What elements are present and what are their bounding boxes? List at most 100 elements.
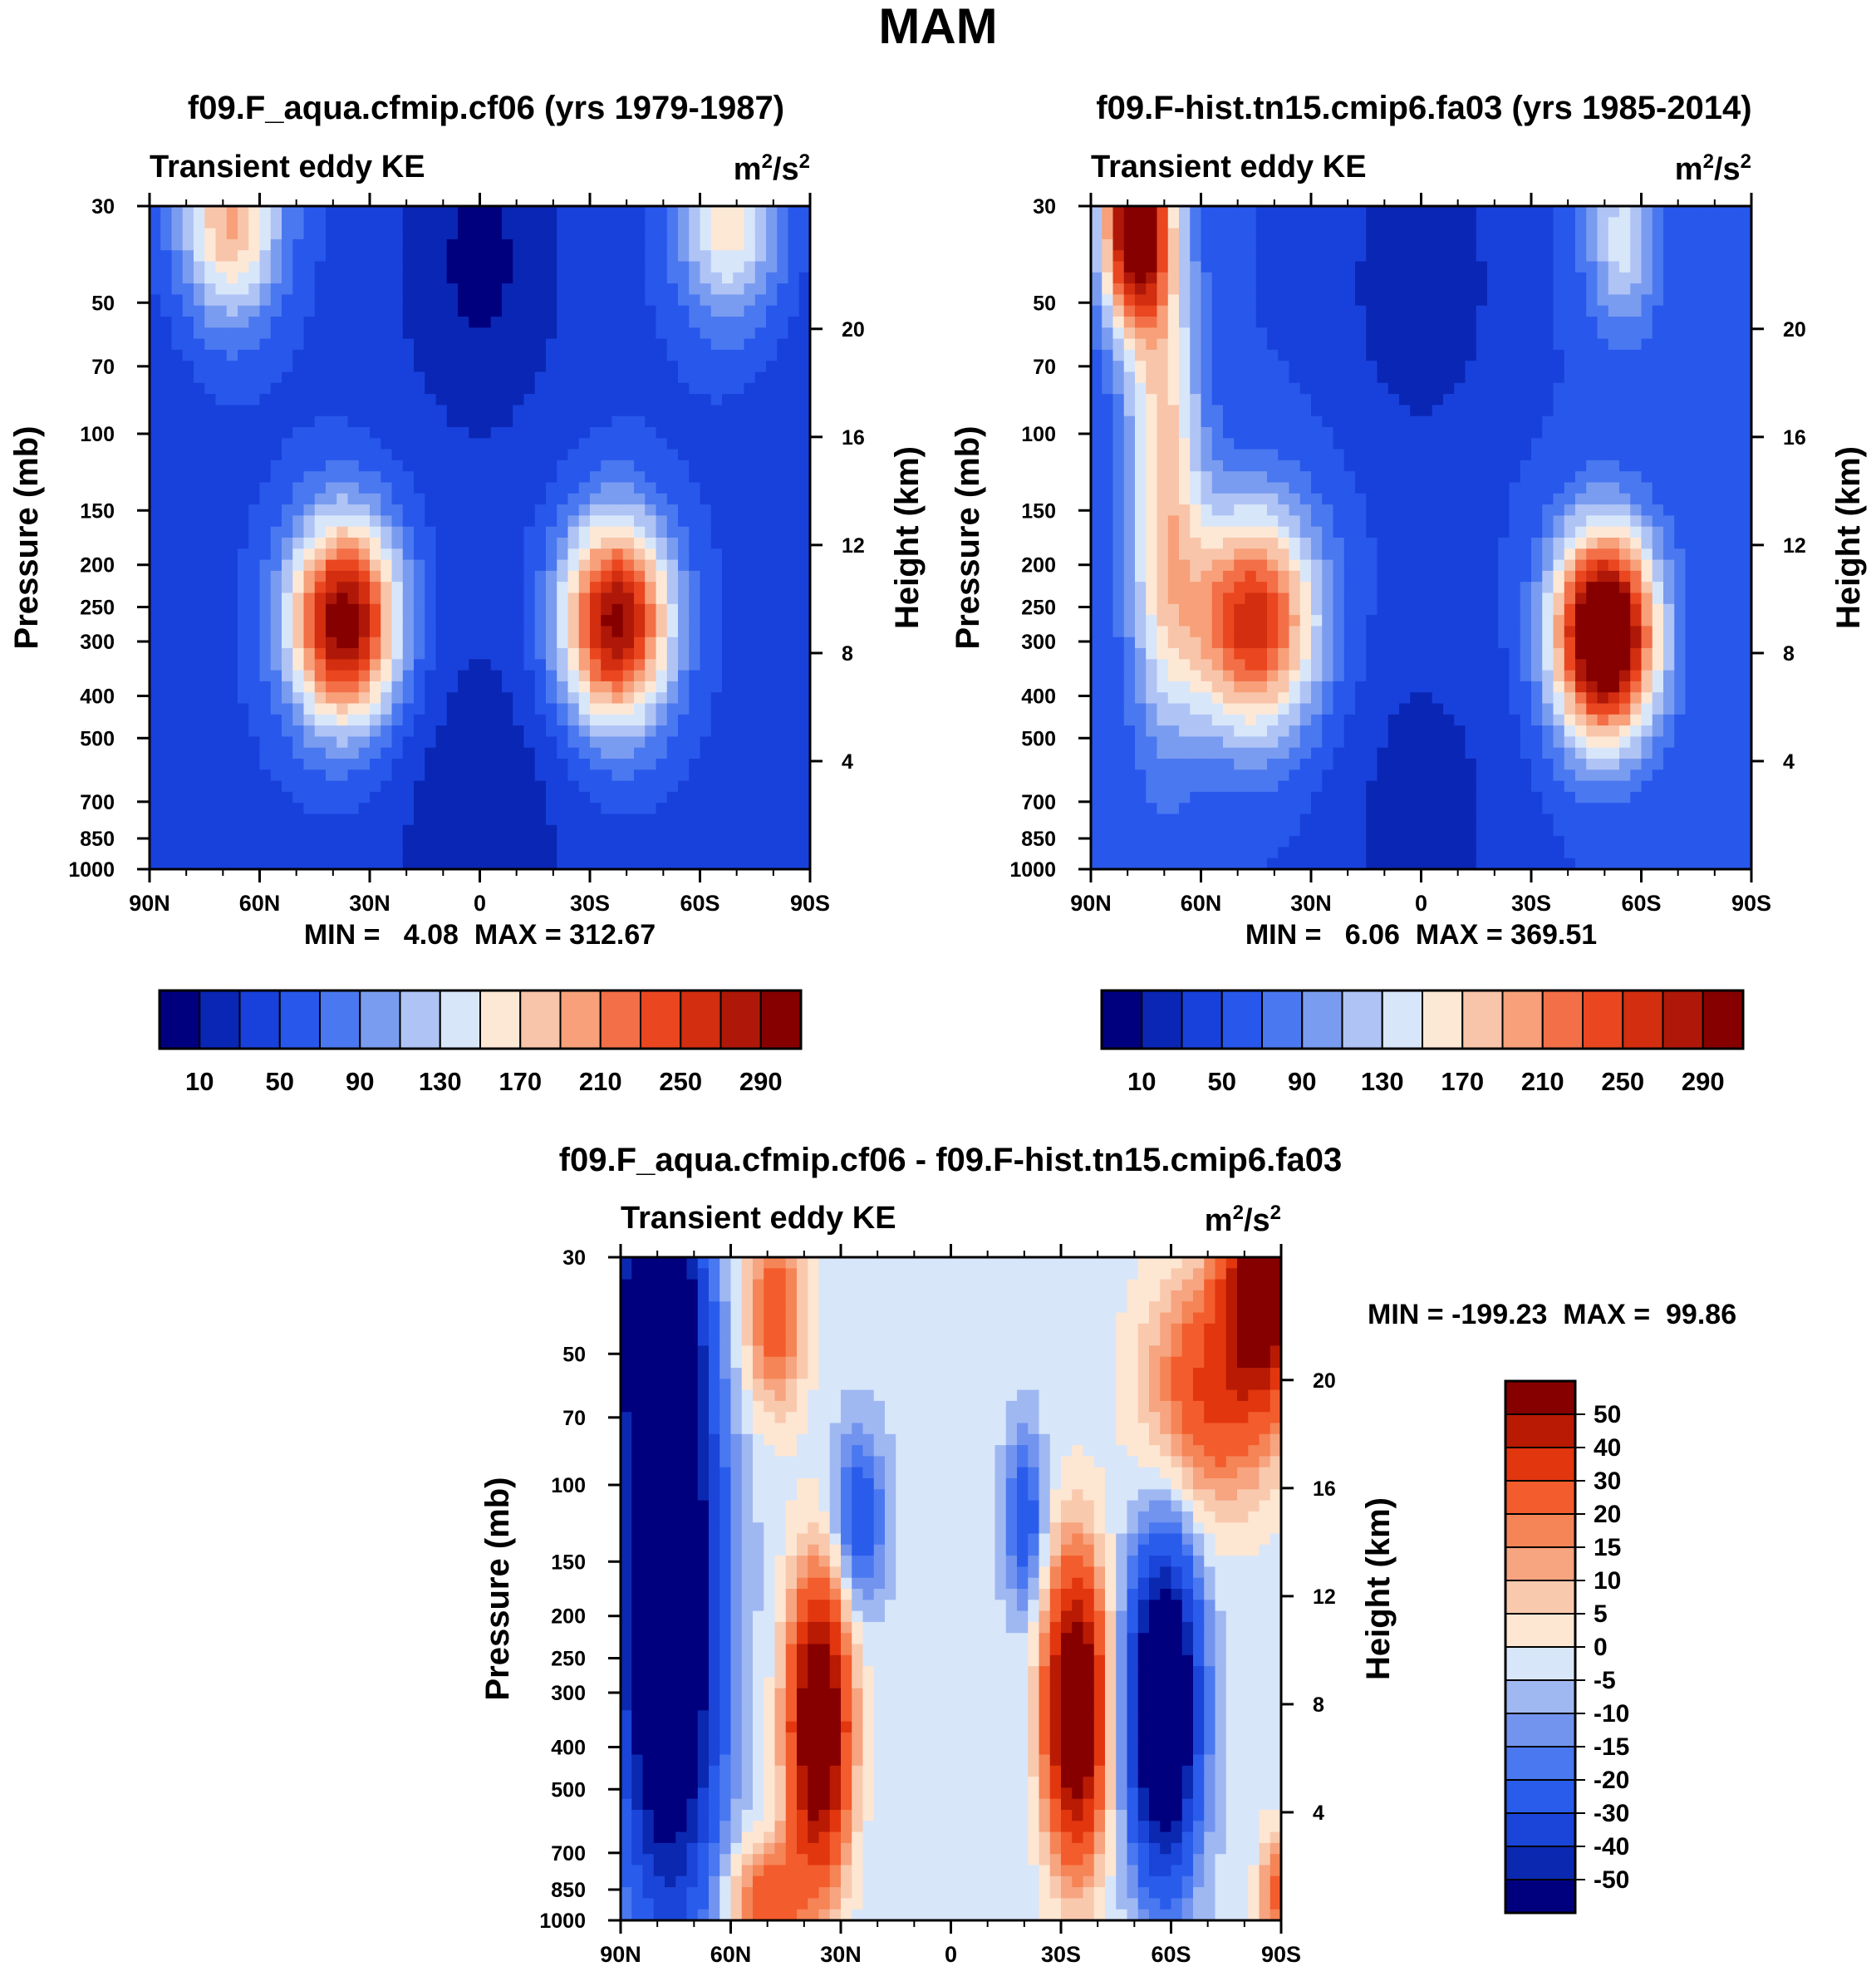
- field-cell: [326, 791, 338, 804]
- field-cell: [1211, 791, 1224, 804]
- field-cell: [513, 394, 525, 406]
- field-cell: [656, 847, 668, 859]
- field-cell: [1167, 858, 1180, 870]
- field-cell: [601, 603, 613, 616]
- field-cell: [656, 371, 668, 384]
- field-cell: [534, 228, 547, 240]
- field-cell: [1190, 238, 1202, 251]
- field-cell: [425, 449, 437, 461]
- field-cell: [490, 626, 503, 638]
- field-cell: [270, 526, 282, 538]
- field-cell: [469, 592, 481, 605]
- field-cell: [1234, 493, 1246, 505]
- field-cell: [798, 582, 811, 594]
- field-cell: [1267, 349, 1279, 361]
- field-cell: [578, 371, 591, 384]
- field-cell: [777, 371, 789, 384]
- field-cell: [1146, 759, 1158, 771]
- field-cell: [502, 382, 514, 395]
- field-cell: [710, 361, 723, 373]
- field-cell: [425, 261, 437, 273]
- field-cell: [1234, 283, 1246, 296]
- field-cell: [1157, 538, 1169, 550]
- field-cell: [1112, 615, 1125, 627]
- field-cell: [656, 747, 668, 759]
- field-cell: [678, 427, 690, 440]
- field-cell: [1234, 427, 1246, 440]
- field-cell: [700, 515, 712, 528]
- field-cell: [754, 493, 767, 505]
- field-cell: [523, 327, 536, 340]
- field-cell: [1190, 847, 1202, 859]
- field-cell: [303, 206, 316, 219]
- field-cell: [1278, 847, 1290, 859]
- field-cell: [425, 836, 437, 848]
- field-cell: [733, 824, 745, 837]
- field-cell: [326, 824, 338, 837]
- field-cell: [292, 559, 305, 572]
- field-cell: [1157, 427, 1169, 440]
- field-cell: [1157, 504, 1169, 517]
- field-cell: [414, 482, 426, 494]
- field-cell: [1123, 371, 1136, 384]
- field-cell: [689, 714, 701, 726]
- field-cell: [381, 836, 393, 848]
- field-cell: [666, 261, 679, 273]
- field-cell: [1102, 228, 1114, 240]
- field-cell: [601, 703, 613, 715]
- field-cell: [578, 206, 591, 219]
- field-cell: [381, 305, 393, 317]
- field-cell: [150, 349, 162, 361]
- field-cell: [1179, 206, 1191, 219]
- field-cell: [754, 238, 767, 251]
- field-cell: [204, 317, 217, 329]
- field-cell: [1102, 814, 1114, 826]
- field-cell: [458, 338, 470, 351]
- field-cell: [326, 460, 338, 472]
- field-cell: [238, 725, 250, 738]
- field-cell: [766, 493, 778, 505]
- field-cell: [425, 670, 437, 682]
- field-cell: [469, 471, 481, 484]
- field-cell: [226, 349, 238, 361]
- field-cell: [1091, 759, 1103, 771]
- field-cell: [502, 681, 514, 693]
- field-cell: [226, 438, 238, 450]
- field-cell: [238, 272, 250, 284]
- field-cell: [402, 858, 415, 870]
- field-cell: [446, 217, 459, 229]
- field-cell: [171, 659, 184, 671]
- field-cell: [303, 759, 316, 771]
- field-cell: [1179, 405, 1191, 417]
- field-cell: [435, 482, 448, 494]
- field-cell: [1234, 780, 1246, 793]
- field-cell: [502, 836, 514, 848]
- field-cell: [303, 570, 316, 583]
- field-cell: [1278, 294, 1290, 307]
- field-cell: [381, 681, 393, 693]
- field-cell: [1234, 206, 1246, 219]
- field-cell: [150, 714, 162, 726]
- field-cell: [391, 405, 404, 417]
- field-cell: [1179, 637, 1191, 649]
- field-cell: [381, 317, 393, 329]
- field-cell: [435, 648, 448, 661]
- colorbar-1: 10 50 90 130 170 210 250 290: [158, 989, 803, 1096]
- field-cell: [1112, 382, 1125, 395]
- field-cell: [326, 471, 338, 484]
- field-cell: [777, 659, 789, 671]
- field-cell: [204, 769, 217, 782]
- field-cell: [656, 603, 668, 616]
- field-cell: [479, 814, 492, 826]
- field-cell: [1267, 405, 1279, 417]
- field-cell: [1299, 394, 1312, 406]
- field-cell: [1311, 814, 1324, 826]
- field-cell: [1267, 327, 1279, 340]
- field-cell: [1201, 361, 1213, 373]
- field-cell: [414, 858, 426, 870]
- field-cell: [611, 780, 624, 793]
- field-cell: [502, 438, 514, 450]
- field-cell: [1179, 449, 1191, 461]
- field-cell: [1102, 460, 1114, 472]
- field-cell: [567, 493, 580, 505]
